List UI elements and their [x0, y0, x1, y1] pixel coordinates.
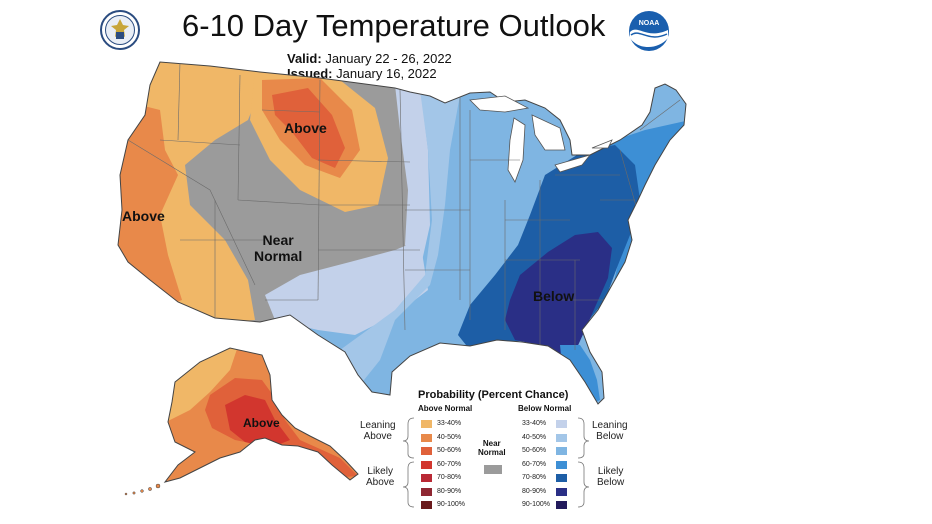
above-swatch-5 — [421, 474, 432, 482]
legend-leaning-below: Leaning Below — [592, 420, 628, 442]
above-label-2: 40-50% — [437, 433, 462, 441]
near-line-2: Normal — [478, 448, 506, 457]
below-label-4: 60-70% — [522, 460, 547, 468]
below-label-7: 90-100% — [522, 501, 551, 508]
issued-value: January 16, 2022 — [336, 66, 437, 81]
below-label-2: 40-50% — [522, 433, 547, 441]
below-swatch-7 — [556, 501, 567, 509]
below-swatch-6 — [556, 487, 567, 496]
page-title: 6-10 Day Temperature Outlook — [182, 8, 606, 43]
below-label-6: 80-90% — [522, 487, 547, 495]
alaska-outline — [163, 347, 359, 483]
near-line-1: Near — [482, 439, 501, 448]
likely-above-line-1: Likely — [367, 466, 393, 477]
valid-label: Valid: — [287, 51, 322, 66]
label-above-west: Above — [122, 208, 165, 224]
above-label-3: 50-60% — [437, 447, 462, 454]
below-label-5: 70-80% — [522, 474, 547, 481]
above-label-1: 33-40% — [437, 420, 462, 427]
leaning-below-line-2: Below — [596, 431, 624, 442]
above-label-7: 90-100% — [437, 501, 466, 508]
above-swatch-3 — [421, 447, 432, 455]
below-swatch-1 — [556, 420, 567, 428]
above-label-6: 80-90% — [437, 487, 462, 495]
below-swatch-5 — [556, 474, 567, 482]
leaning-above-line-2: Above — [363, 431, 392, 442]
svg-text:NOAA: NOAA — [639, 20, 660, 27]
label-above-north: Above — [284, 120, 327, 136]
conus-outline — [117, 61, 687, 405]
below-swatch-4 — [556, 460, 567, 469]
above-label-5: 70-80% — [437, 474, 462, 481]
legend-likely-above: Likely Above — [366, 466, 394, 488]
legend-above-brace — [402, 417, 415, 508]
likely-below-line-1: Likely — [597, 466, 624, 477]
legend-leaning-above: Leaning Above — [360, 420, 396, 442]
label-above-alaska: Above — [243, 416, 280, 430]
conus-shading — [118, 62, 686, 404]
above-swatch-1 — [421, 420, 432, 428]
legend-title: Probability (Percent Chance) — [418, 389, 569, 401]
below-label-1: 33-40% — [522, 420, 547, 427]
department-of-commerce-seal-icon — [100, 10, 140, 50]
valid-dates: Valid: January 22 - 26, 2022 — [287, 51, 452, 66]
leaning-above-line-1: Leaning — [360, 420, 396, 431]
likely-below-line-2: Below — [597, 477, 625, 488]
above-swatch-6 — [421, 487, 432, 496]
aleutian-islands — [124, 483, 161, 496]
above-swatch-2 — [421, 433, 432, 442]
legend-above-header: Above Normal — [418, 404, 473, 413]
legend-near-normal: Near Normal — [478, 439, 506, 457]
below-swatch-3 — [556, 447, 567, 455]
state-boundaries — [127, 62, 681, 350]
label-near: Near — [262, 232, 294, 248]
label-below: Below — [533, 288, 575, 304]
label-normal: Normal — [254, 248, 303, 264]
likely-above-line-2: Above — [366, 477, 395, 488]
above-swatch-7 — [421, 501, 432, 509]
noaa-logo-icon: NOAA — [629, 11, 669, 51]
legend-near-normal-swatch — [484, 465, 502, 474]
legend-likely-below: Likely Below — [597, 466, 624, 488]
below-swatch-2 — [556, 433, 567, 442]
legend-below-header: Below Normal — [518, 404, 572, 413]
below-label-3: 50-60% — [522, 447, 547, 454]
above-label-4: 60-70% — [437, 460, 462, 468]
great-lakes — [469, 95, 613, 183]
legend-below-brace — [577, 417, 590, 508]
label-near-normal: Near Normal — [254, 232, 302, 264]
above-swatch-4 — [421, 460, 432, 469]
valid-value: January 22 - 26, 2022 — [325, 51, 452, 66]
leaning-below-line-1: Leaning — [592, 420, 628, 431]
